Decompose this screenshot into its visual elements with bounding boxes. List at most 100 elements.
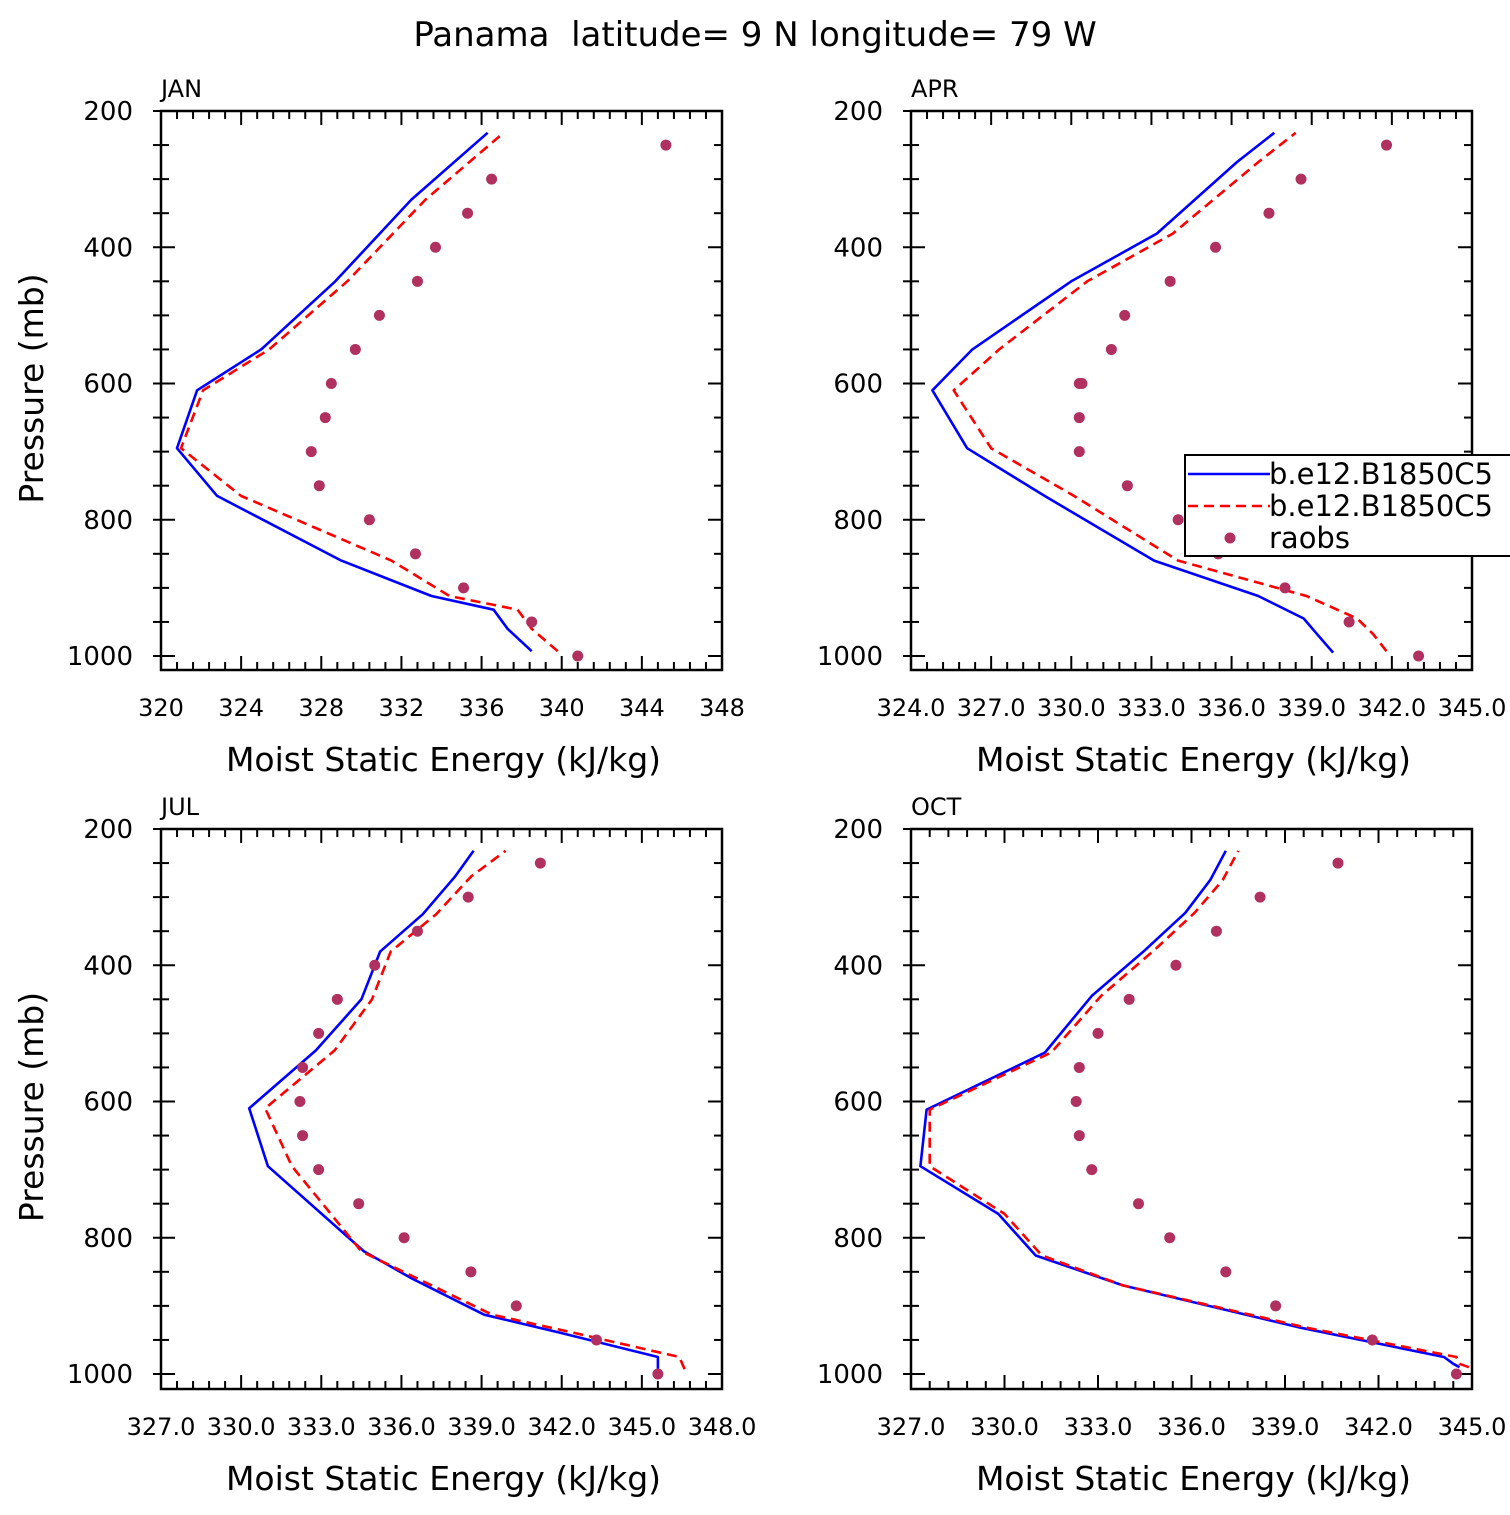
- x-tick-label: 345.0: [1438, 694, 1507, 722]
- panel-title: JUL: [159, 793, 200, 821]
- panel-oct: 327.0 330.0 333.0 336.0 339.0 342.0 345.0 200 40…: [817, 793, 1507, 1498]
- raobs-point: [1073, 1130, 1085, 1142]
- x-tick-label: 348.0: [688, 1413, 757, 1441]
- raobs-point: [411, 275, 423, 287]
- raobs-point: [1381, 139, 1393, 151]
- y-tick-label: 400: [833, 951, 883, 981]
- y-tick-label: 800: [83, 1224, 133, 1254]
- raobs-point: [465, 1266, 477, 1278]
- raobs-point: [458, 582, 470, 594]
- x-tick-label: 336: [459, 694, 505, 722]
- plot-area: [919, 850, 1470, 1380]
- x-tick-label: 328: [298, 694, 344, 722]
- raobs-point: [353, 1198, 365, 1210]
- x-axis-label: Moist Static Energy (kJ/kg): [976, 740, 1411, 779]
- raobs-point: [1070, 1096, 1082, 1107]
- raobs-point: [526, 616, 538, 628]
- model-series-solid-line: [919, 850, 1461, 1369]
- plot-frame: [159, 827, 724, 1391]
- raobs-point: [660, 139, 672, 151]
- x-tick-label: 342.0: [1344, 1413, 1413, 1441]
- x-tick-label: 333.0: [1117, 694, 1186, 722]
- raobs-point: [363, 514, 375, 526]
- y-tick-label: 1000: [817, 1360, 883, 1390]
- raobs-point: [1119, 309, 1131, 321]
- raobs-point: [1172, 514, 1184, 526]
- raobs-point: [1123, 993, 1135, 1005]
- raobs-point: [1092, 1027, 1104, 1039]
- panel-jan: 320 324 328 332 336 340 344 348 200 400 600 800 1000…: [12, 75, 745, 779]
- raobs-point: [313, 1027, 325, 1039]
- raobs-point: [462, 207, 474, 219]
- raobs-point: [325, 378, 337, 389]
- x-tick-label: 342.0: [527, 1413, 596, 1441]
- raobs-point: [1254, 891, 1266, 903]
- x-axis-label: Moist Static Energy (kJ/kg): [226, 740, 661, 779]
- raobs-point: [429, 241, 441, 253]
- x-tick-label: 348: [699, 694, 745, 722]
- x-tick-label: 327.0: [127, 1413, 196, 1441]
- x-tick-label: 330.0: [207, 1413, 276, 1441]
- raobs-point: [305, 446, 317, 458]
- y-tick-label: 200: [83, 97, 133, 127]
- x-tick-label: 344: [619, 694, 665, 722]
- raobs-point: [313, 1164, 325, 1176]
- x-tick-label: 324.0: [877, 694, 946, 722]
- x-tick-label: 330.0: [970, 1413, 1039, 1441]
- raobs-point: [313, 480, 325, 492]
- raobs-point: [1270, 1300, 1282, 1312]
- y-tick-label: 600: [833, 1088, 883, 1118]
- x-tick-label: 345.0: [1438, 1413, 1507, 1441]
- raobs-point: [1121, 480, 1133, 492]
- raobs-point: [486, 173, 498, 185]
- raobs-point: [1210, 241, 1222, 253]
- plot-frame: [909, 827, 1474, 1391]
- x-tick-label: 340: [539, 694, 585, 722]
- model-series-solid-line: [931, 131, 1335, 654]
- y-tick-label: 1000: [67, 1360, 133, 1390]
- raobs-point: [294, 1096, 306, 1107]
- raobs-point: [1332, 857, 1344, 869]
- plot-area: [175, 131, 672, 662]
- y-tick-label: 1000: [67, 642, 133, 672]
- y-tick-label: 600: [83, 370, 133, 400]
- legend-marker-raobs: [1224, 532, 1236, 544]
- y-tick-label: 600: [83, 1088, 133, 1118]
- legend-label: raobs: [1269, 521, 1350, 555]
- raobs-point: [1105, 343, 1117, 355]
- model-series-dashed-line: [952, 131, 1388, 653]
- x-axis-label: Moist Static Energy (kJ/kg): [226, 1459, 661, 1498]
- raobs-point: [411, 925, 423, 937]
- y-tick-label: 800: [833, 506, 883, 536]
- x-tick-label: 336.0: [1197, 694, 1266, 722]
- raobs-point: [1295, 173, 1307, 185]
- raobs-point: [1164, 1232, 1176, 1244]
- raobs-point: [331, 993, 343, 1005]
- raobs-point: [590, 1334, 602, 1346]
- plot-frame: [159, 109, 724, 672]
- x-tick-label: 324: [218, 694, 264, 722]
- model-series-solid-line: [175, 131, 533, 653]
- raobs-point: [462, 891, 474, 903]
- raobs-point: [409, 548, 421, 560]
- y-axis-label: Pressure (mb): [12, 992, 51, 1222]
- x-tick-label: 336.0: [1157, 1413, 1226, 1441]
- raobs-point: [373, 309, 385, 321]
- x-tick-label: 333.0: [287, 1413, 356, 1441]
- raobs-point: [1366, 1334, 1378, 1346]
- raobs-point: [1073, 446, 1085, 458]
- plot-area: [247, 849, 686, 1380]
- y-tick-label: 600: [833, 370, 883, 400]
- x-tick-label: 333.0: [1064, 1413, 1133, 1441]
- x-tick-label: 339.0: [1251, 1413, 1320, 1441]
- raobs-point: [1073, 412, 1085, 424]
- raobs-point: [652, 1368, 664, 1380]
- panel-title: APR: [911, 75, 959, 103]
- x-tick-label: 332: [379, 694, 425, 722]
- raobs-point: [534, 857, 546, 869]
- x-tick-label: 342.0: [1357, 694, 1426, 722]
- y-axis-label: Pressure (mb): [12, 273, 51, 503]
